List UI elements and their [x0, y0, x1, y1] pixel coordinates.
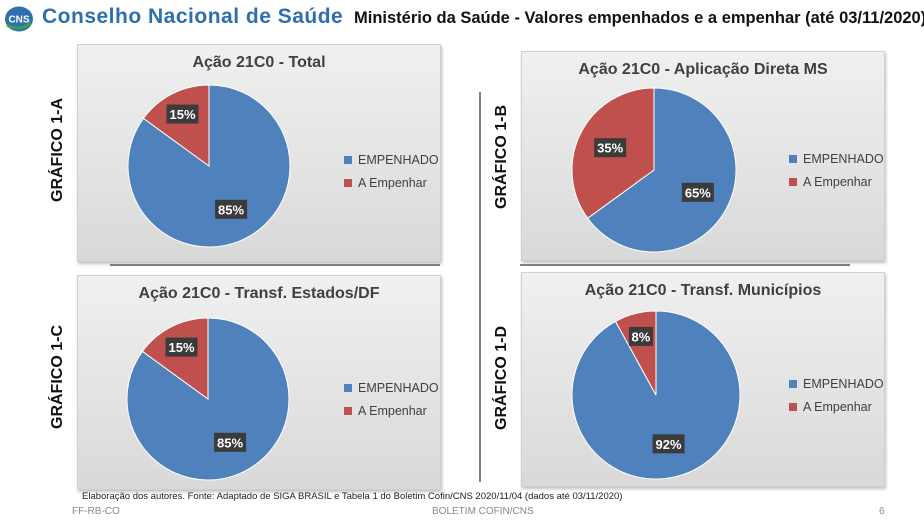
footer-left: FF-RB-CO — [72, 506, 120, 517]
data-label-text: 8% — [632, 329, 651, 344]
chart-panel-1a: Ação 21C0 - Total 85% 15% EMPENHADO A Emp… — [77, 44, 441, 262]
data-label-text: 92% — [656, 437, 682, 452]
chart-panel-1c: Ação 21C0 - Transf. Estados/DF 85% 15% EM… — [77, 275, 441, 490]
legend-swatch-empenhado — [789, 379, 797, 388]
data-label-box — [681, 182, 714, 202]
divider-vertical — [479, 92, 481, 482]
source-note: Elaboração dos autores. Fonte: Adaptado … — [82, 491, 623, 502]
legend-1d: EMPENHADO A Empenhar — [789, 372, 884, 418]
legend-label-empenhado: EMPENHADO — [358, 380, 439, 395]
chart-panel-1b: Ação 21C0 - Aplicação Direta MS 65% 35% E… — [521, 51, 885, 261]
legend-swatch-empenhado — [789, 154, 797, 163]
footer-center: BOLETIM COFIN/CNS — [432, 506, 534, 517]
side-label-1b: GRÁFICO 1-B — [493, 105, 510, 209]
legend-label-empenhado: EMPENHADO — [803, 151, 884, 166]
chart-title-1b: Ação 21C0 - Aplicação Direta MS — [578, 61, 828, 78]
legend-swatch-empenhado — [344, 383, 352, 392]
data-label-text: 15% — [169, 340, 195, 355]
legend-item-empenhado: EMPENHADO — [789, 372, 884, 395]
legend-swatch-a-empenhar — [344, 406, 352, 415]
side-label-1a: GRÁFICO 1-A — [49, 98, 66, 202]
pie-slice-empenhado — [586, 87, 737, 253]
legend-item-empenhado: EMPENHADO — [789, 147, 884, 170]
chart-title-1d: Ação 21C0 - Transf. Municípios — [584, 282, 822, 299]
legend-label-a-empenhar: A Empenhar — [803, 174, 872, 189]
data-label-box — [165, 337, 198, 357]
divider-left — [110, 264, 440, 266]
legend-swatch-a-empenhar — [344, 178, 352, 187]
legend-swatch-a-empenhar — [789, 402, 797, 411]
legend-swatch-empenhado — [344, 155, 352, 164]
page-title: Ministério da Saúde - Valores empenhados… — [354, 9, 924, 27]
data-label-a-empenhar: 15% — [166, 104, 199, 124]
data-label-a-empenhar: 35% — [594, 138, 627, 158]
chart-panel-1d: Ação 21C0 - Transf. Municípios 92% 8% EMP… — [521, 272, 885, 487]
chart-title-1a: Ação 21C0 - Total — [192, 54, 326, 71]
legend-label-a-empenhar: A Empenhar — [358, 175, 427, 190]
data-label-a-empenhar: 15% — [165, 337, 198, 357]
pie-1b: 65% 35% — [571, 87, 737, 253]
legend-label-a-empenhar: A Empenhar — [803, 399, 872, 414]
legend-item-a-empenhar: A Empenhar — [344, 171, 439, 194]
legend-1b: EMPENHADO A Empenhar — [789, 147, 884, 193]
legend-label-a-empenhar: A Empenhar — [358, 403, 427, 418]
data-label-empenhado: 65% — [681, 182, 714, 202]
data-label-empenhado: 85% — [215, 199, 248, 219]
legend-item-a-empenhar: A Empenhar — [789, 170, 884, 193]
legend-item-a-empenhar: A Empenhar — [789, 395, 884, 418]
side-label-1d: GRÁFICO 1-D — [493, 326, 510, 430]
pie-1a: 85% 15% — [127, 84, 291, 248]
pie-1d: 92% 8% — [571, 310, 741, 480]
data-label-box — [652, 434, 685, 454]
legend-swatch-a-empenhar — [789, 177, 797, 186]
data-label-box — [214, 432, 247, 452]
legend-item-empenhado: EMPENHADO — [344, 376, 439, 399]
cns-logo: CNS — [5, 6, 33, 32]
legend-1a: EMPENHADO A Empenhar — [344, 148, 439, 194]
page-number: 6 — [879, 506, 885, 517]
data-label-box — [166, 104, 199, 124]
data-label-text: 35% — [597, 141, 623, 156]
data-label-empenhado: 92% — [652, 434, 685, 454]
divider-right — [520, 264, 850, 266]
side-label-1c: GRÁFICO 1-C — [49, 325, 66, 429]
data-label-box — [215, 199, 248, 219]
data-label-text: 65% — [685, 185, 711, 200]
legend-label-empenhado: EMPENHADO — [358, 152, 439, 167]
org-name: Conselho Nacional de Saúde — [42, 5, 344, 28]
legend-1c: EMPENHADO A Empenhar — [344, 376, 439, 422]
data-label-box — [628, 326, 653, 346]
data-label-text: 85% — [217, 435, 243, 450]
logo-text: CNS — [8, 15, 29, 26]
data-label-text: 15% — [170, 107, 196, 122]
legend-item-empenhado: EMPENHADO — [344, 148, 439, 171]
data-label-text: 85% — [218, 202, 244, 217]
legend-item-a-empenhar: A Empenhar — [344, 399, 439, 422]
data-label-box — [594, 138, 627, 158]
data-label-empenhado: 85% — [214, 432, 247, 452]
data-label-a-empenhar: 8% — [628, 326, 653, 346]
chart-title-1c: Ação 21C0 - Transf. Estados/DF — [138, 285, 380, 302]
pie-1c: 85% 15% — [126, 317, 290, 481]
legend-label-empenhado: EMPENHADO — [803, 376, 884, 391]
